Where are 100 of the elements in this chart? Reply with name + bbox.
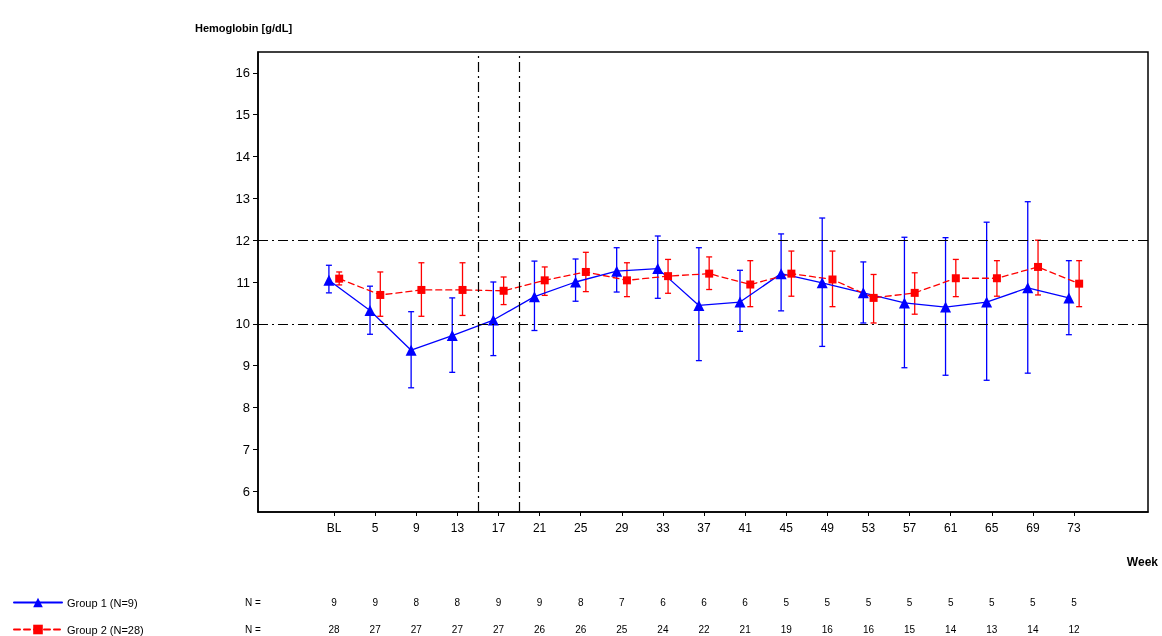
text: 5: [947, 596, 954, 608]
x-tick-label: 5: [371, 521, 379, 535]
text: 9: [495, 596, 502, 608]
text: 5: [989, 596, 996, 608]
y-axis-title: Hemoglobin [g/dL]: [195, 21, 293, 34]
point: [499, 286, 508, 295]
point: [581, 267, 590, 276]
text: 14: [945, 623, 957, 635]
point: [540, 276, 549, 285]
x-tick-label: 25: [574, 521, 588, 535]
x-tick-label: 33: [656, 521, 670, 535]
text: N =: [245, 596, 261, 608]
x-tick-label: 41: [738, 521, 753, 535]
text: 9: [536, 596, 543, 608]
text: 9: [372, 596, 379, 608]
y-tick-label: 13: [235, 190, 250, 206]
point: [910, 288, 919, 297]
text: 5: [1030, 596, 1037, 608]
y-tick-label: 7: [242, 441, 250, 457]
text: 26: [575, 623, 587, 635]
point: [1075, 279, 1084, 288]
y-tick-label: 10: [235, 316, 250, 332]
text: 21: [739, 623, 752, 635]
point: [940, 301, 952, 313]
y-tick-label: 8: [242, 399, 250, 415]
text: 15: [904, 623, 916, 635]
point: [857, 287, 869, 299]
point: [664, 272, 673, 281]
point: [787, 269, 796, 278]
x-tick-label: 29: [615, 521, 629, 535]
x-tick-label: 9: [412, 521, 420, 535]
text: 6: [701, 596, 708, 608]
point: [417, 285, 426, 294]
y-tick-label: 6: [242, 483, 250, 499]
text: 26: [534, 623, 546, 635]
y-tick-label: 15: [235, 107, 250, 123]
legend-label: Group 2 (N=28): [67, 623, 144, 636]
point: [775, 268, 787, 280]
text: 5: [906, 596, 913, 608]
y-tick-label: 9: [242, 358, 250, 374]
point: [869, 293, 878, 302]
x-tick-label: 65: [985, 521, 999, 535]
point: [528, 291, 540, 303]
point: [405, 344, 417, 356]
x-tick-label: BL: [326, 521, 342, 535]
point: [1034, 262, 1043, 271]
point: [652, 263, 664, 275]
x-tick-label: 73: [1067, 521, 1081, 535]
x-tick-label: 57: [902, 521, 917, 535]
point: [570, 276, 582, 288]
text: 16: [862, 623, 875, 635]
point: [705, 269, 714, 278]
text: 5: [783, 596, 790, 608]
x-tick-label: 13: [450, 521, 465, 535]
x-tick-label: 49: [820, 521, 835, 535]
text: 22: [698, 623, 711, 635]
legend-label: Group 1 (N=9): [67, 596, 138, 609]
text: 27: [369, 623, 382, 635]
point: [734, 296, 746, 308]
point: [611, 265, 623, 277]
text: 27: [492, 623, 505, 635]
text: 5: [865, 596, 872, 608]
point: [487, 314, 499, 326]
text: 8: [454, 596, 461, 608]
x-tick-label: 37: [697, 521, 712, 535]
point: [981, 296, 993, 308]
text: 8: [577, 596, 584, 608]
text: 6: [660, 596, 667, 608]
point: [992, 274, 1001, 283]
point: [951, 274, 960, 283]
text: N =: [245, 623, 261, 635]
point: [446, 330, 458, 342]
text: 5: [1071, 596, 1078, 608]
point: [335, 274, 344, 283]
point: [828, 275, 837, 284]
point: [816, 277, 828, 289]
point: [622, 276, 631, 285]
x-tick-label: 45: [779, 521, 794, 535]
text: 16: [821, 623, 834, 635]
point: [1022, 282, 1034, 294]
point: [693, 299, 705, 311]
text: 12: [1068, 623, 1080, 635]
point: [898, 297, 910, 309]
text: 19: [780, 623, 793, 635]
text: 13: [986, 623, 998, 635]
text: 9: [331, 596, 338, 608]
y-tick-label: 16: [235, 65, 250, 81]
y-tick-label: 11: [236, 274, 250, 290]
text: 7: [619, 596, 626, 608]
x-tick-label: 53: [861, 521, 876, 535]
point: [323, 274, 335, 286]
text: 25: [616, 623, 628, 635]
x-tick-label: 21: [532, 521, 547, 535]
text: 28: [328, 623, 341, 635]
text: 6: [742, 596, 749, 608]
point: [364, 304, 376, 316]
x-tick-label: 17: [491, 521, 506, 535]
text: 27: [451, 623, 464, 635]
x-tick-label: 69: [1026, 521, 1040, 535]
point: [746, 280, 755, 289]
